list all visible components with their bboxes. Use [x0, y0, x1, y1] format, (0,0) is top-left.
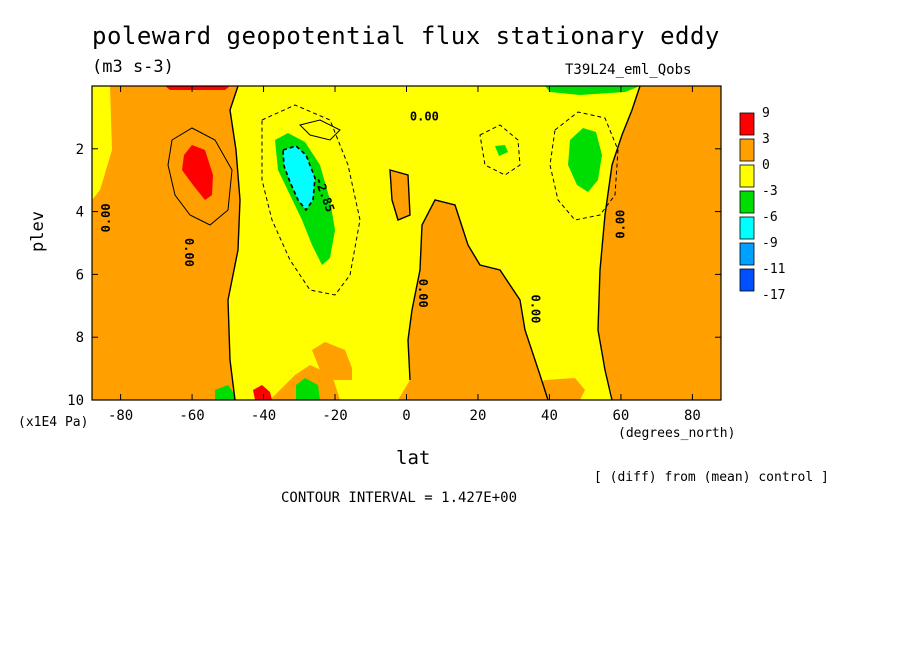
legend-label: -17	[762, 288, 785, 303]
run-label: T39L24_eml_Qobs	[565, 62, 692, 78]
contour-lines	[167, 86, 641, 400]
fill-band-green-small	[495, 145, 508, 156]
contour-zero-right	[597, 86, 641, 400]
fill-band-green-bottom-left	[215, 385, 235, 400]
fill-band-orange-island	[390, 170, 410, 220]
contour-neg-inner	[282, 145, 316, 212]
diff-footnote: [ (diff) from (mean) control ]	[594, 470, 829, 485]
legend-swatch	[739, 216, 755, 240]
contour-label: 0.00	[614, 210, 628, 239]
contour-positive-left	[167, 127, 233, 226]
contour-interval: CONTOUR INTERVAL = 1.427E+00	[281, 490, 518, 506]
x-tick-label: 40	[541, 408, 558, 424]
fill-band-green-right	[568, 128, 602, 192]
x-tick-label: -60	[179, 408, 204, 424]
x-tick-label: 60	[613, 408, 630, 424]
x-axis: -80 -60 -40 -20 0 20 40 60 80	[108, 86, 701, 424]
y-tick-label: 4	[76, 205, 84, 221]
x-tick-label: 20	[470, 408, 487, 424]
contour-neg-outer	[261, 104, 361, 296]
fill-band-green-top	[545, 86, 640, 95]
fill-band-green-bottom-mid	[296, 378, 320, 400]
color-legend: 9 3 0 -3 -6 -9 -11 -17	[739, 106, 785, 303]
x-axis-units: (degrees_north)	[618, 426, 736, 441]
contour-label: 0.00	[182, 238, 196, 267]
y-tick-label: 8	[76, 330, 84, 346]
legend-label: -6	[762, 210, 778, 225]
fill-band-yellow-left	[92, 86, 112, 200]
fill-band-yellow-main	[228, 86, 640, 400]
contour-zero-island	[389, 169, 411, 221]
fill-band-cyan	[283, 146, 315, 210]
legend-swatch	[739, 190, 755, 214]
fill-band-orange-lower	[312, 342, 352, 380]
x-axis-label: lat	[396, 447, 431, 469]
y-axis-units: (x1E4 Pa)	[18, 415, 89, 430]
legend-label: -9	[762, 236, 778, 251]
contour-label: 0.00	[410, 110, 439, 124]
chart-title: poleward geopotential flux stationary ed…	[92, 22, 720, 50]
x-tick-label: -20	[322, 408, 347, 424]
x-tick-label: 80	[684, 408, 701, 424]
contour-positive-small	[299, 119, 341, 141]
x-tick-label: 0	[402, 408, 410, 424]
contour-label: 0.00	[99, 203, 113, 232]
fill-band-red-left	[182, 145, 213, 200]
y-axis: 2 4 6 8 10	[67, 142, 721, 409]
legend-label: -11	[762, 262, 785, 277]
legend-label: 9	[762, 106, 770, 121]
legend-label: 0	[762, 158, 770, 173]
fill-band-red-top	[165, 86, 230, 90]
fill-band-red-bottom	[253, 385, 272, 400]
contour-labels: 0.000.000.000.000.000.00-2.85	[99, 110, 628, 324]
contour-zero-center	[407, 199, 549, 400]
chart-units: (m3 s-3)	[92, 57, 174, 77]
x-tick-label: -40	[251, 408, 276, 424]
y-tick-label: 6	[76, 267, 84, 283]
filled-contours	[92, 86, 721, 400]
contour-neg-mid	[479, 124, 521, 176]
legend-swatch	[739, 138, 755, 162]
legend-swatch	[739, 164, 755, 188]
y-tick-label: 10	[67, 393, 84, 409]
y-tick-label: 2	[76, 142, 84, 158]
contour-label: 0.00	[529, 294, 543, 323]
fill-band-orange-lower-right	[520, 378, 585, 400]
contour-label: 0.00	[416, 279, 430, 308]
legend-label: 3	[762, 132, 770, 147]
legend-swatch	[739, 112, 755, 136]
legend-label: -3	[762, 184, 778, 199]
contour-zero-left	[227, 86, 241, 400]
x-tick-label: -80	[108, 408, 133, 424]
contour-neg-right	[549, 111, 619, 221]
legend-swatch	[739, 268, 755, 292]
legend-swatch	[739, 242, 755, 266]
